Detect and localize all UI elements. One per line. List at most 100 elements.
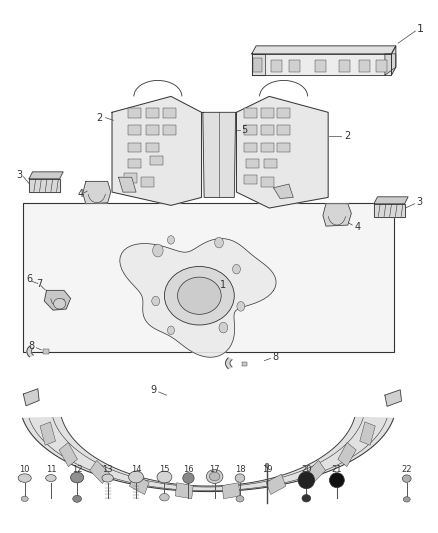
Bar — [266, 474, 286, 495]
Bar — [59, 442, 78, 467]
Bar — [376, 60, 387, 72]
Polygon shape — [252, 46, 396, 54]
Polygon shape — [44, 290, 71, 310]
Text: 18: 18 — [235, 465, 245, 474]
Polygon shape — [252, 54, 265, 75]
Circle shape — [233, 264, 240, 274]
Ellipse shape — [102, 474, 113, 482]
Text: 8: 8 — [273, 352, 279, 362]
Text: 13: 13 — [102, 465, 113, 474]
Bar — [124, 173, 137, 182]
Bar — [22, 203, 394, 352]
Text: 15: 15 — [159, 465, 170, 474]
Bar — [264, 159, 277, 168]
Polygon shape — [274, 184, 293, 198]
Bar — [277, 108, 290, 118]
Bar — [306, 461, 325, 483]
Bar — [253, 58, 262, 72]
Text: 22: 22 — [402, 465, 412, 474]
Polygon shape — [203, 112, 236, 197]
Ellipse shape — [46, 474, 56, 481]
Ellipse shape — [235, 474, 245, 482]
Ellipse shape — [157, 471, 172, 483]
Bar — [359, 60, 370, 72]
Text: 1: 1 — [417, 24, 424, 34]
Ellipse shape — [206, 470, 223, 483]
Ellipse shape — [18, 474, 31, 482]
Text: 19: 19 — [262, 465, 272, 474]
Ellipse shape — [73, 495, 81, 502]
Text: 8: 8 — [28, 341, 34, 351]
Bar — [163, 108, 176, 118]
Ellipse shape — [129, 471, 144, 483]
Bar — [277, 143, 290, 152]
Bar — [261, 143, 275, 152]
Polygon shape — [374, 197, 408, 204]
Polygon shape — [385, 54, 396, 75]
Bar — [141, 177, 154, 187]
Bar — [315, 60, 326, 72]
Text: 2: 2 — [345, 131, 351, 141]
Ellipse shape — [21, 496, 28, 502]
Text: 12: 12 — [72, 465, 82, 474]
Text: 16: 16 — [183, 465, 194, 474]
Text: 14: 14 — [131, 465, 141, 474]
Polygon shape — [385, 390, 402, 406]
Text: 2: 2 — [96, 112, 102, 123]
Bar — [146, 143, 159, 152]
Bar — [128, 125, 141, 135]
Ellipse shape — [329, 473, 344, 488]
Circle shape — [219, 322, 228, 333]
Ellipse shape — [403, 497, 410, 502]
Ellipse shape — [236, 496, 244, 502]
Text: 9: 9 — [150, 385, 156, 395]
Bar — [222, 483, 240, 499]
Circle shape — [265, 463, 269, 467]
Circle shape — [215, 237, 223, 248]
Bar — [130, 474, 149, 495]
Bar — [261, 125, 275, 135]
Polygon shape — [226, 358, 232, 368]
Bar — [146, 108, 159, 118]
Polygon shape — [252, 54, 392, 75]
Ellipse shape — [71, 472, 84, 483]
Bar — [128, 108, 141, 118]
Bar — [244, 125, 257, 135]
Text: 21: 21 — [332, 465, 342, 474]
Ellipse shape — [53, 298, 66, 309]
Text: 3: 3 — [16, 170, 22, 180]
Bar — [244, 108, 257, 118]
Text: 10: 10 — [19, 465, 30, 474]
Ellipse shape — [183, 473, 194, 483]
Bar — [128, 143, 141, 152]
Ellipse shape — [298, 472, 314, 489]
Polygon shape — [29, 172, 63, 179]
Text: 7: 7 — [36, 279, 42, 288]
Text: 4: 4 — [77, 189, 83, 199]
Ellipse shape — [159, 494, 169, 501]
Polygon shape — [27, 346, 33, 357]
Ellipse shape — [403, 475, 411, 482]
Polygon shape — [83, 181, 111, 204]
Bar — [360, 422, 375, 445]
Polygon shape — [23, 389, 39, 406]
Circle shape — [152, 296, 159, 306]
Bar — [90, 461, 110, 483]
Polygon shape — [120, 239, 276, 357]
Polygon shape — [237, 96, 328, 208]
Ellipse shape — [209, 472, 220, 481]
Text: 17: 17 — [209, 465, 220, 474]
Bar — [163, 125, 176, 135]
Bar — [277, 125, 290, 135]
Text: 1: 1 — [220, 280, 226, 290]
Polygon shape — [119, 177, 136, 192]
Bar — [175, 483, 193, 499]
Circle shape — [152, 244, 163, 257]
Bar — [261, 177, 275, 187]
Circle shape — [167, 236, 174, 244]
Polygon shape — [374, 204, 405, 217]
Text: 4: 4 — [354, 222, 360, 232]
Bar — [244, 143, 257, 152]
Bar — [150, 156, 163, 165]
Bar — [261, 108, 275, 118]
